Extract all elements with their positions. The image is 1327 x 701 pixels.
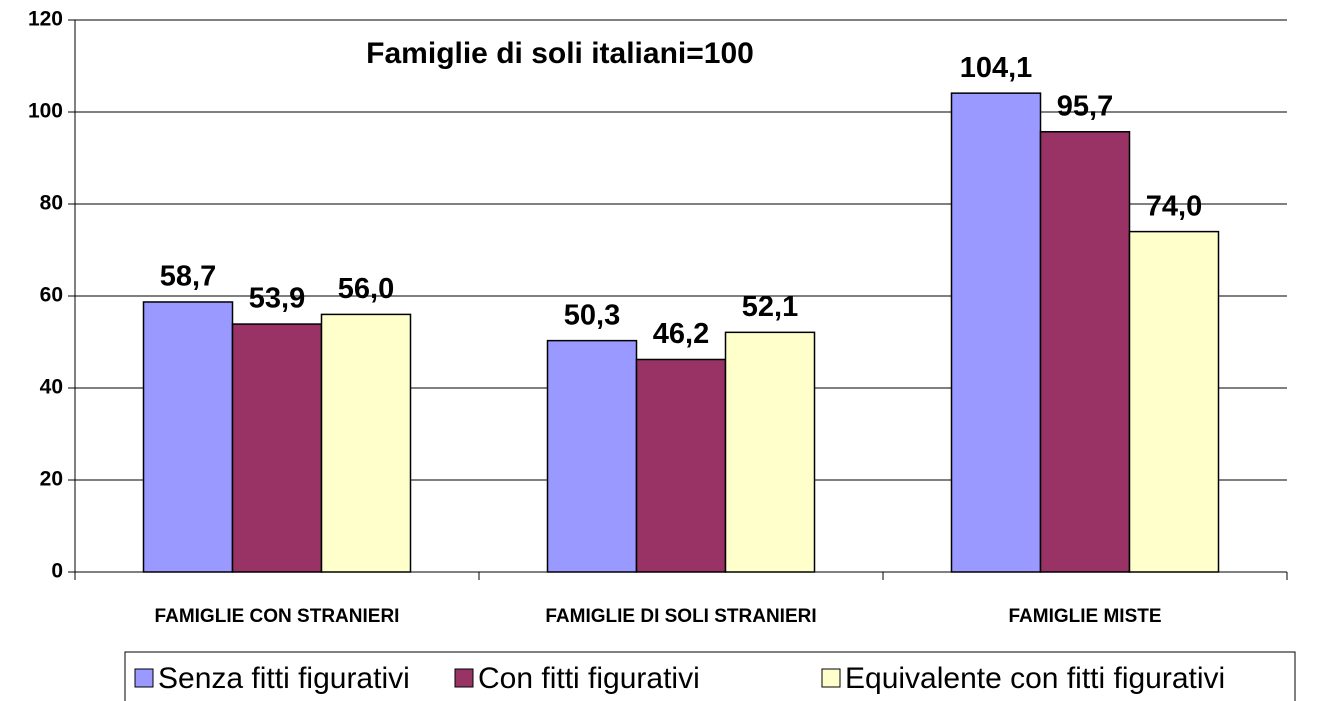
value-label: 95,7: [1057, 90, 1113, 122]
y-tick-label: 80: [40, 192, 63, 215]
y-tick-label: 120: [28, 8, 63, 31]
bar: [635, 358, 727, 573]
y-tick-label: 60: [40, 284, 63, 307]
legend-swatch: [821, 668, 841, 688]
x-tick-label: FAMIGLIE MISTE: [1008, 606, 1161, 627]
chart-title: Famiglie di soli italiani=100: [366, 37, 754, 70]
value-label: 74,0: [1146, 190, 1202, 222]
value-label: 58,7: [160, 261, 216, 293]
legend-swatch: [454, 668, 474, 688]
value-label: 53,9: [249, 283, 305, 315]
legend-label: Equivalente con fitti figurativi: [845, 662, 1225, 695]
bar: [320, 313, 412, 573]
x-tick-label: FAMIGLIE CON STRANIERI: [155, 606, 400, 627]
y-tick-label: 100: [28, 100, 63, 123]
bar: [1039, 131, 1131, 573]
value-label: 52,1: [742, 291, 798, 323]
value-label: 56,0: [338, 273, 394, 305]
value-label: 104,1: [960, 52, 1033, 84]
bar: [142, 301, 234, 573]
legend-label: Con fitti figurativi: [478, 662, 700, 695]
bar: [546, 339, 638, 573]
value-label: 50,3: [564, 299, 620, 331]
legend-label: Senza fitti figurativi: [158, 662, 410, 695]
value-label: 46,2: [653, 318, 709, 350]
y-tick-label: 40: [40, 376, 63, 399]
y-tick-label: 20: [40, 468, 63, 491]
bar: [231, 323, 323, 573]
legend-swatch: [134, 668, 154, 688]
bar: [724, 331, 816, 573]
bar: [1128, 230, 1220, 573]
y-tick-label: 0: [51, 560, 63, 583]
x-tick-label: FAMIGLIE DI SOLI STRANIERI: [545, 606, 816, 627]
legend-box: [124, 651, 1296, 701]
bar: [950, 92, 1042, 573]
